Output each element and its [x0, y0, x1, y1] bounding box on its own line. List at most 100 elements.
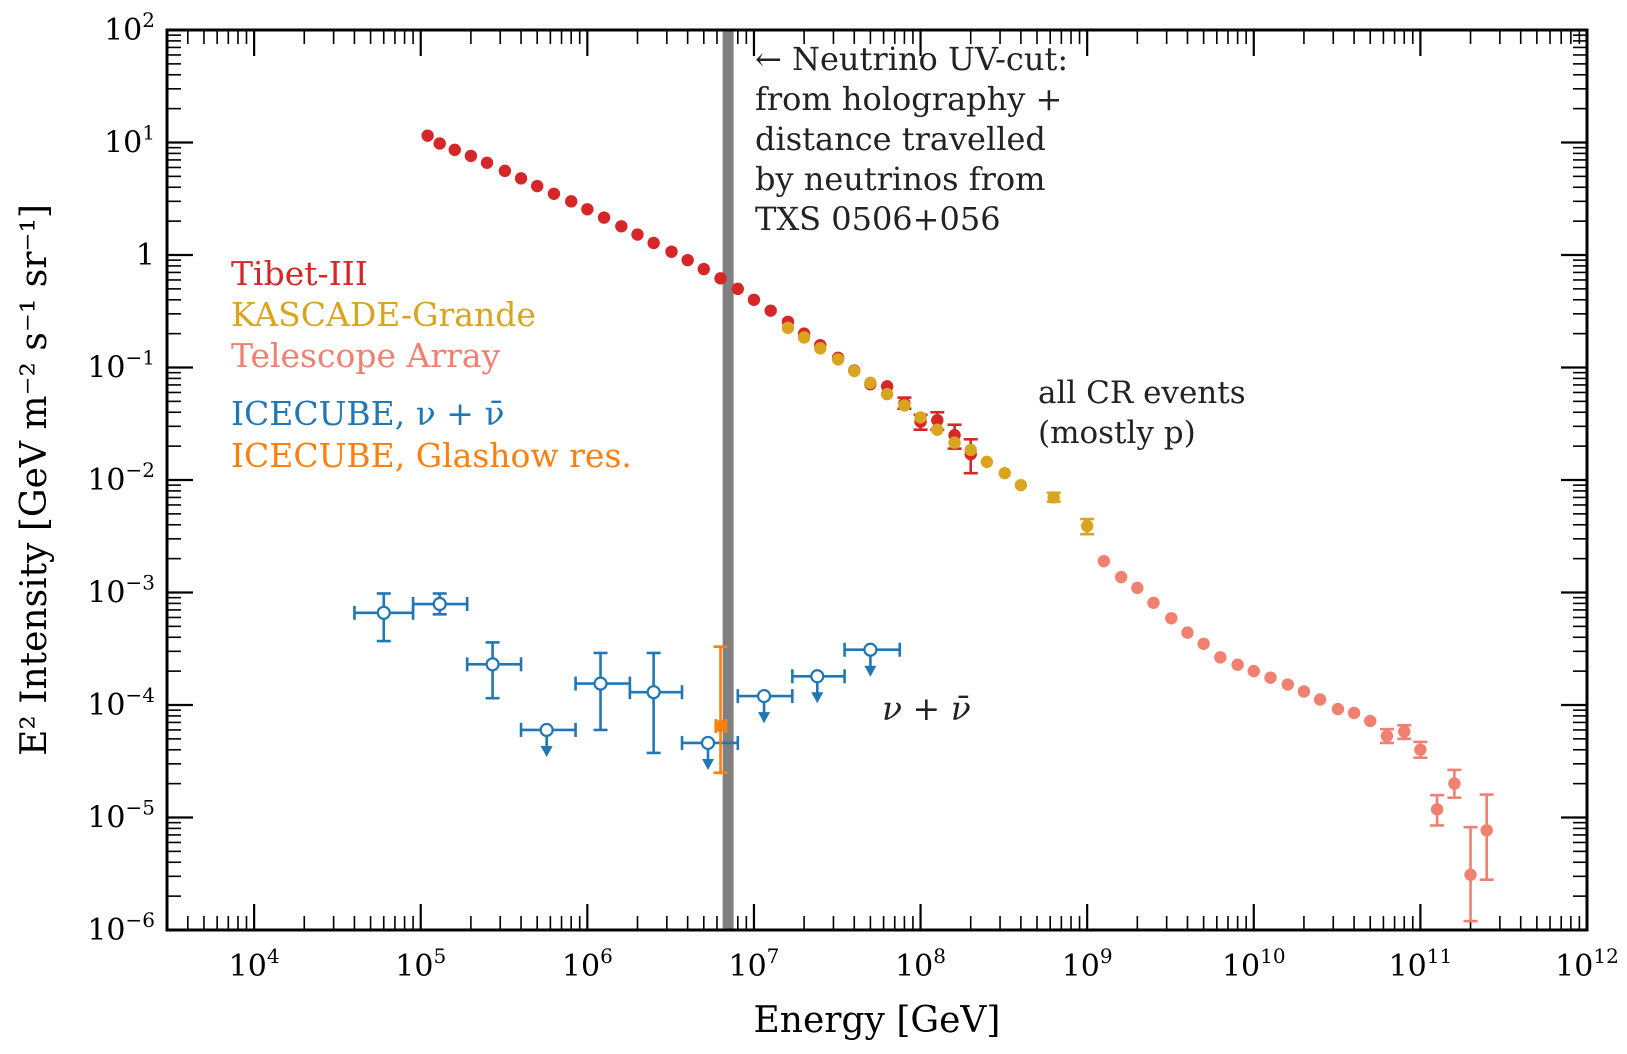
uv-cut-line-4: by neutrinos from	[755, 160, 1046, 198]
data-point	[647, 236, 660, 250]
data-point	[898, 399, 911, 412]
data-point	[1347, 706, 1361, 720]
data-point	[831, 353, 845, 366]
y-tick-label: 101	[104, 121, 155, 161]
data-point	[764, 304, 777, 317]
data-point	[547, 187, 561, 200]
data-point	[593, 676, 608, 691]
data-point	[864, 376, 877, 390]
data-point	[485, 657, 500, 672]
data-point	[615, 220, 628, 233]
x-tick-label: 107	[728, 944, 779, 984]
data-point	[797, 331, 811, 344]
x-tick-label: 1011	[1389, 944, 1453, 984]
upper-limit-arrow	[702, 758, 715, 770]
data-point	[1247, 664, 1260, 678]
data-point	[863, 642, 878, 657]
data-point	[1047, 491, 1060, 504]
legend-icecube-glashow: ICECUBE, Glashow res.	[231, 436, 632, 475]
data-point	[1264, 671, 1277, 684]
data-point	[1414, 743, 1427, 756]
data-point	[998, 466, 1011, 480]
y-tick-label: 10−5	[87, 796, 155, 836]
data-point	[498, 164, 512, 178]
data-point	[1464, 868, 1477, 881]
data-point	[1364, 714, 1377, 728]
data-point	[1214, 651, 1227, 664]
data-point	[781, 321, 795, 335]
data-point	[597, 211, 611, 224]
data-point	[1181, 626, 1194, 639]
data-point	[700, 735, 716, 751]
data-point	[964, 443, 977, 457]
y-tick-label: 102	[104, 8, 155, 48]
y-tick-label: 10−6	[87, 908, 155, 948]
data-point	[714, 272, 727, 285]
data-point	[1231, 658, 1244, 671]
data-point	[1131, 581, 1144, 595]
data-point	[1297, 685, 1311, 698]
x-tick-label: 109	[1062, 944, 1113, 984]
data-point	[564, 195, 578, 208]
data-point	[931, 423, 944, 436]
data-point	[931, 414, 944, 427]
uv-cut-line-5: TXS 0506+056	[755, 200, 1001, 238]
x-tick-label: 1012	[1555, 944, 1619, 984]
data-point	[1080, 519, 1094, 533]
data-point	[681, 253, 694, 267]
data-point	[880, 387, 894, 401]
data-point	[581, 203, 594, 216]
upper-limit-arrow	[864, 665, 877, 677]
data-point	[464, 149, 478, 163]
data-point	[631, 228, 644, 241]
x-tick-label: 108	[895, 944, 946, 984]
upper-limit-arrow	[540, 745, 553, 757]
x-axis-title: Energy [GeV]	[754, 1000, 1001, 1041]
uv-cut-line-2: from holography +	[755, 80, 1062, 118]
data-point	[1014, 478, 1028, 492]
legend: Tibet-III KASCADE-Grande Telescope Array…	[231, 254, 632, 475]
data-point	[1380, 729, 1394, 743]
series-kascade-grande	[781, 321, 1095, 536]
data-point	[480, 156, 494, 170]
data-series	[353, 129, 1494, 923]
x-tick-label: 105	[395, 944, 446, 984]
data-point	[1165, 612, 1178, 625]
data-point	[646, 685, 661, 700]
y-axis-title: E² Intensity [GeV m⁻² s⁻¹ sr⁻¹]	[14, 204, 55, 756]
cr-events-line-1: all CR events	[1038, 375, 1246, 411]
data-point	[697, 262, 710, 276]
legend-icecube-nu: ICECUBE, ν + ν̄	[231, 394, 505, 433]
data-point	[1331, 702, 1345, 716]
data-point	[980, 455, 994, 469]
data-point	[1448, 777, 1461, 790]
nu-nubar-label: ν + ν̄	[882, 689, 971, 728]
legend-kascade: KASCADE-Grande	[231, 295, 536, 334]
data-point	[747, 293, 761, 306]
data-point	[810, 669, 825, 684]
y-tick-label: 10−1	[87, 346, 155, 386]
data-point	[848, 364, 861, 378]
data-point	[665, 245, 678, 258]
data-point	[530, 179, 544, 193]
data-point	[1097, 554, 1111, 568]
data-point	[448, 143, 461, 157]
data-point	[1430, 803, 1444, 816]
data-point	[714, 719, 727, 733]
series-icecube-glashow-res-	[713, 645, 728, 775]
y-tick-label: 1	[136, 238, 155, 273]
cr-events-line-2: (mostly p)	[1038, 415, 1196, 451]
data-point	[376, 605, 391, 620]
data-point	[756, 688, 772, 704]
legend-telescope-array: Telescope Array	[231, 336, 501, 375]
y-tick-label: 10−4	[87, 683, 155, 723]
y-tick-label: 10−3	[87, 571, 155, 611]
x-tick-label: 104	[229, 944, 280, 984]
y-tick-label: 10−2	[87, 458, 155, 498]
plot-frame	[165, 28, 1589, 932]
x-tick-label: 1010	[1222, 944, 1286, 984]
data-point	[539, 722, 554, 738]
data-point	[948, 436, 961, 449]
data-point	[1480, 824, 1493, 837]
upper-limit-arrow	[758, 712, 771, 724]
